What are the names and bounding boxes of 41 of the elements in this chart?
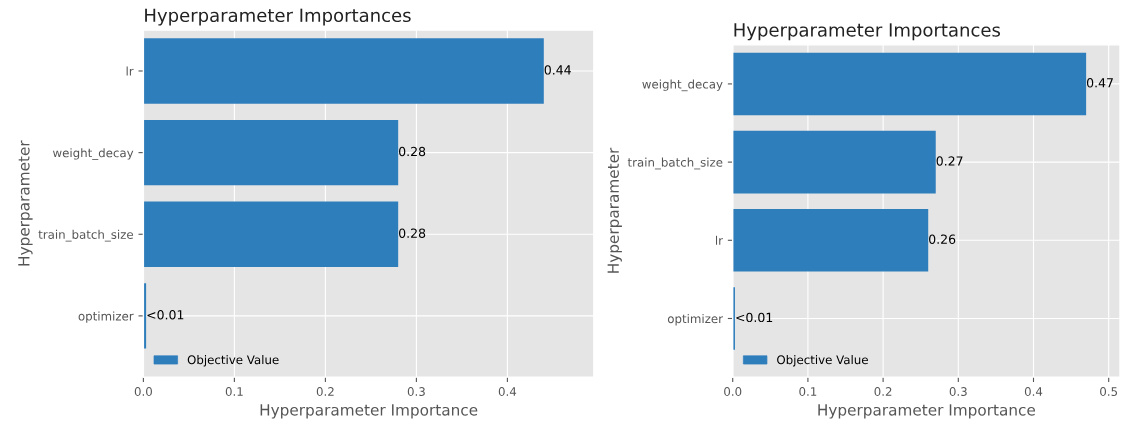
bar: [732, 130, 936, 194]
bar: [732, 209, 929, 272]
y-tick-label: weight_decay: [642, 79, 723, 92]
y-tick-label: train_batch_size: [627, 157, 723, 170]
x-tick-label: 0.1: [225, 387, 243, 396]
data-label: <0.01: [147, 310, 184, 320]
y-tick-label: optimizer: [667, 314, 723, 326]
data-label: 0.27: [936, 156, 963, 166]
chart-title: Hyperparameter Importances: [734, 23, 1001, 41]
data-label: 0.26: [929, 234, 956, 244]
x-tick-label: 0.0: [134, 387, 152, 396]
x-tick-label: 0.2: [874, 387, 892, 396]
x-tick-label: 0.3: [407, 387, 425, 396]
bar: [143, 38, 544, 104]
legend-label: Objective Value: [777, 355, 868, 367]
data-label: 0.44: [544, 65, 571, 75]
x-axis-title: Hyperparameter Importance: [260, 404, 478, 419]
y-tick-label: train_batch_size: [38, 229, 134, 242]
x-tick-label: 0.3: [949, 387, 967, 396]
bar: [143, 119, 399, 186]
x-tick-label: 0.4: [498, 387, 517, 396]
x-tick-label: 0.2: [316, 387, 334, 396]
x-axis-title: Hyperparameter Importance: [818, 404, 1036, 419]
y-tick-label: lr: [126, 66, 134, 76]
chart-title: Hyperparameter Importances: [145, 8, 411, 26]
x-tick-label: 0.1: [799, 387, 817, 396]
data-label: <0.01: [736, 312, 773, 323]
y-tick-label: optimizer: [78, 311, 134, 323]
y-tick-label: weight_decay: [52, 148, 134, 160]
bar: [143, 201, 399, 267]
data-label: 0.28: [399, 228, 426, 238]
x-tick-label: 0.4: [1024, 387, 1043, 396]
y-axis-title: Hyperparameter: [607, 147, 622, 273]
y-axis-title: Hyperparameter: [18, 140, 33, 266]
bar: [732, 52, 1087, 116]
y-tick-label: lr: [715, 235, 723, 245]
x-tick-label: 0.5: [1100, 387, 1118, 396]
data-label: 0.47: [1086, 78, 1113, 88]
legend-label: Objective Value: [187, 355, 279, 367]
data-label: 0.28: [399, 146, 426, 157]
x-tick-label: 0.0: [724, 387, 742, 396]
